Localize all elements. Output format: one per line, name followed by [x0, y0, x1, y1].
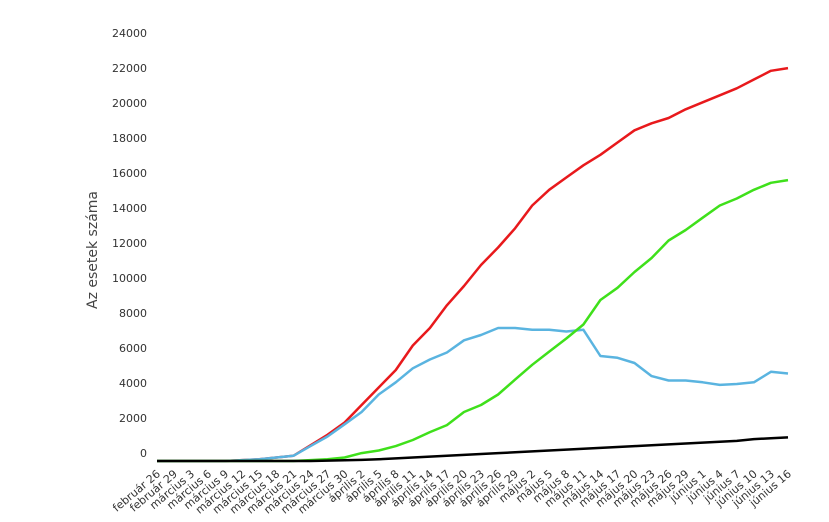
series-line — [157, 326, 789, 463]
series-line — [157, 178, 789, 463]
y-tick-label: 0 — [140, 447, 147, 460]
y-tick-label: 22000 — [112, 62, 147, 75]
y-tick-label: 4000 — [119, 377, 147, 390]
y-tick-label: 6000 — [119, 342, 147, 355]
y-axis-label: Az esetek száma — [85, 191, 101, 309]
y-tick-label: 20000 — [112, 97, 147, 110]
y-tick-label: 8000 — [119, 307, 147, 320]
y-tick-label: 24000 — [112, 27, 147, 40]
y-tick-label: 18000 — [112, 132, 147, 145]
y-tick-label: 10000 — [112, 272, 147, 285]
y-tick-label: 2000 — [119, 412, 147, 425]
y-tick-label: 14000 — [112, 202, 147, 215]
series-line — [157, 66, 789, 463]
y-tick-label: 12000 — [112, 237, 147, 250]
series-line — [157, 436, 789, 463]
y-tick-label: 16000 — [112, 167, 147, 180]
